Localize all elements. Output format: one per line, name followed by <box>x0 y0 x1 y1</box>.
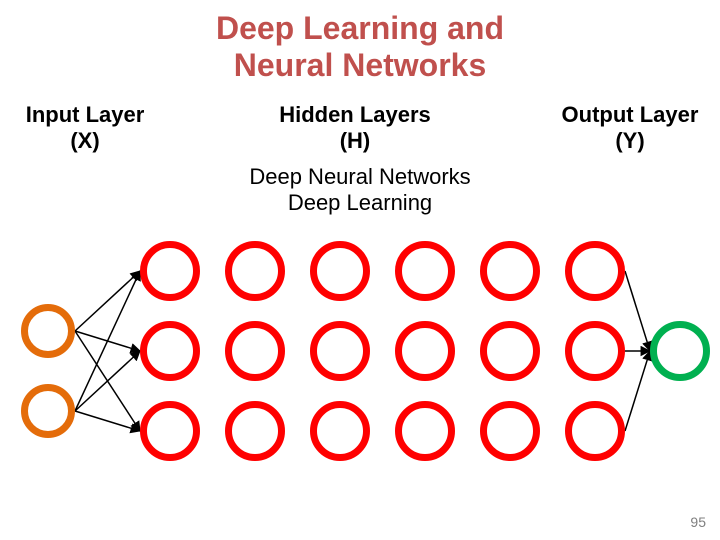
hidden-node-c0-r2 <box>140 401 200 461</box>
subtitle-line-2: Deep Learning <box>0 190 720 215</box>
edge-h5-output-2 <box>625 351 650 431</box>
hidden-node-c0-r1 <box>140 321 200 381</box>
output-node <box>650 321 710 381</box>
page-title: Deep Learning and Neural Networks <box>0 0 720 84</box>
title-line-1: Deep Learning and <box>0 10 720 47</box>
network-diagram <box>0 235 720 495</box>
hidden-node-c1-r0 <box>225 241 285 301</box>
hidden-node-c5-r1 <box>565 321 625 381</box>
edge-input-h0-0 <box>75 271 140 331</box>
hidden-node-c1-r2 <box>225 401 285 461</box>
hidden-node-c3-r1 <box>395 321 455 381</box>
hidden-layer-label-line2: (H) <box>170 128 540 154</box>
hidden-node-c5-r0 <box>565 241 625 301</box>
hidden-node-c2-r2 <box>310 401 370 461</box>
hidden-node-c2-r0 <box>310 241 370 301</box>
hidden-layer-label: Hidden Layers (H) <box>170 102 540 155</box>
edge-input-h0-5 <box>75 411 140 431</box>
title-line-2: Neural Networks <box>0 47 720 84</box>
hidden-node-c4-r2 <box>480 401 540 461</box>
edge-input-h0-4 <box>75 351 140 411</box>
hidden-node-c4-r1 <box>480 321 540 381</box>
hidden-node-c4-r0 <box>480 241 540 301</box>
hidden-node-c3-r0 <box>395 241 455 301</box>
hidden-node-c2-r1 <box>310 321 370 381</box>
output-layer-label-line2: (Y) <box>540 128 720 154</box>
hidden-node-c5-r2 <box>565 401 625 461</box>
subtitle-line-1: Deep Neural Networks <box>0 164 720 189</box>
hidden-node-c0-r0 <box>140 241 200 301</box>
subtitle: Deep Neural Networks Deep Learning <box>0 164 720 215</box>
input-node-1 <box>21 384 75 438</box>
input-layer-label-line2: (X) <box>0 128 170 154</box>
edge-h5-output-0 <box>625 271 650 351</box>
output-layer-label: Output Layer (Y) <box>540 102 720 155</box>
layer-labels-row: Input Layer (X) Hidden Layers (H) Output… <box>0 102 720 155</box>
hidden-node-c3-r2 <box>395 401 455 461</box>
hidden-layer-label-line1: Hidden Layers <box>170 102 540 128</box>
page-number: 95 <box>690 514 706 530</box>
hidden-node-c1-r1 <box>225 321 285 381</box>
output-layer-label-line1: Output Layer <box>540 102 720 128</box>
edge-input-h0-3 <box>75 271 140 411</box>
input-node-0 <box>21 304 75 358</box>
input-layer-label: Input Layer (X) <box>0 102 170 155</box>
input-layer-label-line1: Input Layer <box>0 102 170 128</box>
